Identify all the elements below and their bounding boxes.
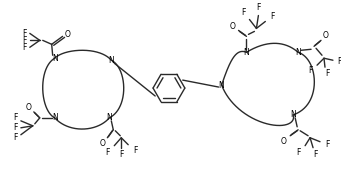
Text: N: N	[108, 56, 114, 65]
Text: F: F	[338, 57, 341, 66]
Text: N: N	[106, 113, 112, 122]
Text: F: F	[256, 3, 261, 12]
Text: F: F	[270, 12, 275, 21]
Text: F: F	[308, 66, 312, 75]
Text: N: N	[219, 81, 224, 89]
Text: F: F	[105, 148, 109, 157]
Text: F: F	[133, 146, 137, 155]
Text: F: F	[23, 36, 27, 45]
Text: O: O	[280, 137, 286, 146]
Text: F: F	[241, 8, 246, 17]
Text: N: N	[52, 54, 58, 63]
Text: F: F	[296, 148, 300, 157]
Text: F: F	[23, 43, 27, 52]
Text: F: F	[325, 69, 329, 78]
Text: F: F	[119, 150, 123, 159]
Text: N: N	[295, 48, 301, 57]
Text: F: F	[325, 140, 329, 149]
Text: N: N	[52, 113, 58, 122]
Text: O: O	[100, 139, 105, 148]
Text: F: F	[14, 133, 18, 142]
Text: O: O	[26, 103, 32, 113]
Text: O: O	[65, 30, 71, 39]
Text: F: F	[14, 123, 18, 132]
Text: F: F	[14, 113, 18, 122]
Text: F: F	[313, 150, 317, 159]
Text: N: N	[243, 48, 249, 57]
Text: O: O	[229, 22, 236, 31]
Text: N: N	[290, 110, 296, 119]
Text: O: O	[323, 31, 329, 40]
Text: F: F	[23, 29, 27, 38]
